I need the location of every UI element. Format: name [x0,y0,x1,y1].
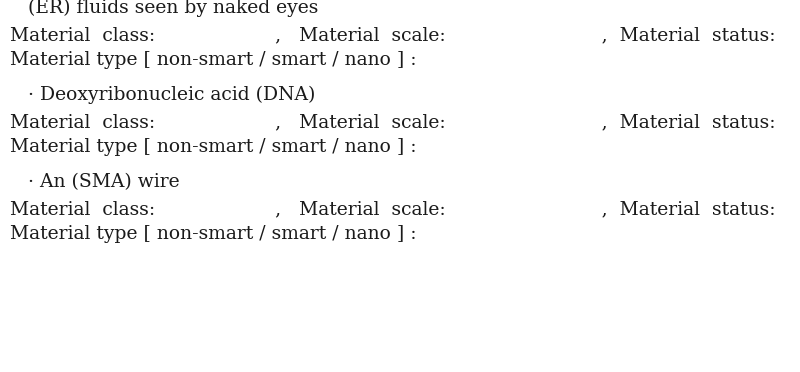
Text: Material  class:                    ,   Material  scale:                        : Material class: , Material scale: [10,200,775,218]
Text: · An (SMA) wire: · An (SMA) wire [10,173,180,191]
Text: Material  class:                    ,   Material  scale:                        : Material class: , Material scale: [10,26,775,44]
Text: Material type [ non-smart / smart / nano ] :: Material type [ non-smart / smart / nano… [10,225,417,243]
Text: (ER) fluids seen by naked eyes: (ER) fluids seen by naked eyes [10,0,318,17]
Text: · Deoxyribonucleic acid (DNA): · Deoxyribonucleic acid (DNA) [10,86,315,104]
Text: Material type [ non-smart / smart / nano ] :: Material type [ non-smart / smart / nano… [10,51,417,69]
Text: Material type [ non-smart / smart / nano ] :: Material type [ non-smart / smart / nano… [10,138,417,156]
Text: Material  class:                    ,   Material  scale:                        : Material class: , Material scale: [10,113,775,131]
